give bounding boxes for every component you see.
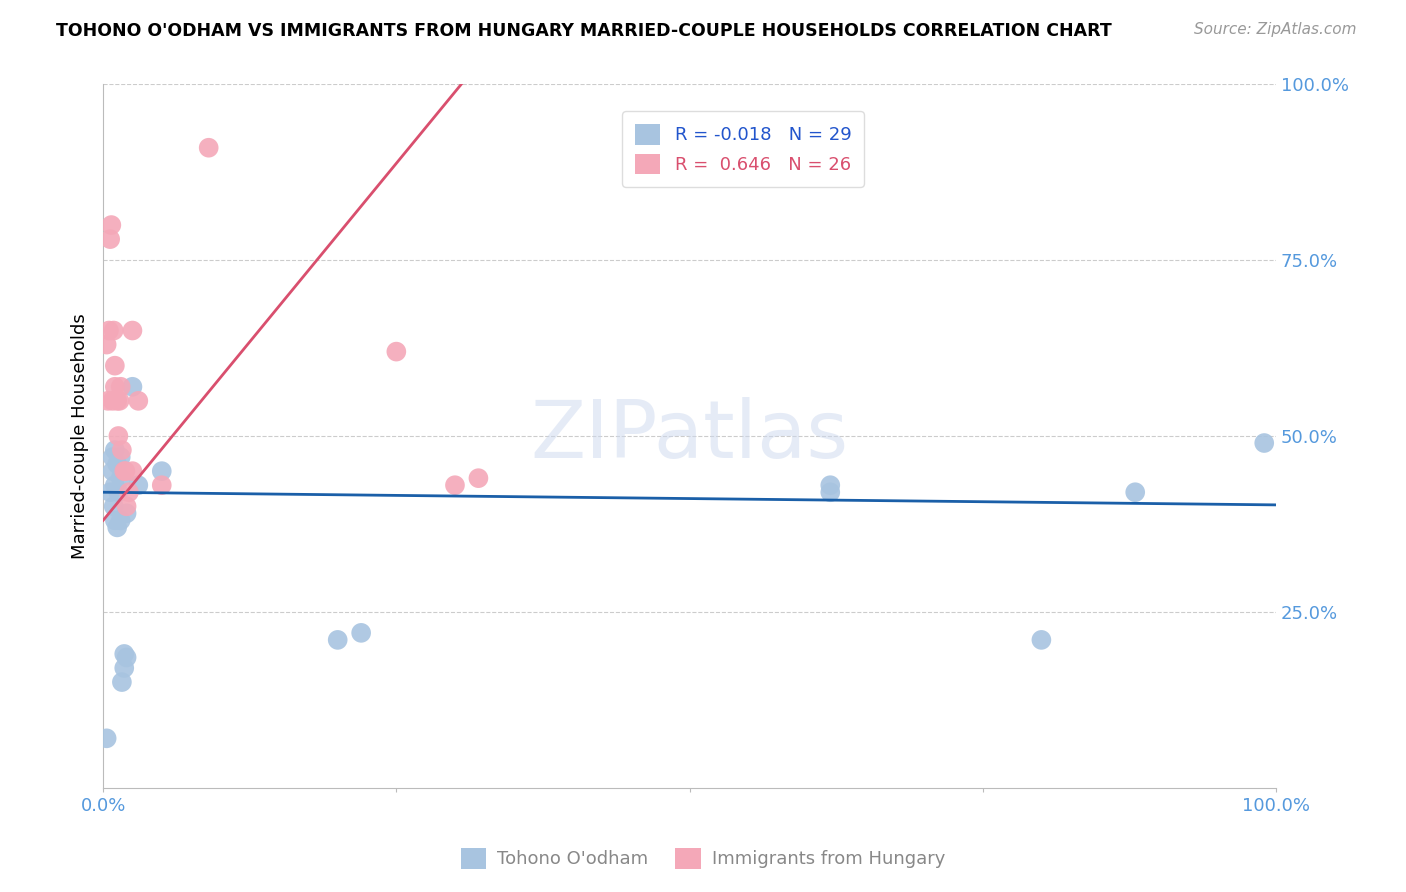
- Point: [115, 650, 138, 665]
- Point: [103, 500, 125, 514]
- Point: [96, 731, 118, 746]
- Point: [385, 344, 408, 359]
- Text: TOHONO O'ODHAM VS IMMIGRANTS FROM HUNGARY MARRIED-COUPLE HOUSEHOLDS CORRELATION : TOHONO O'ODHAM VS IMMIGRANTS FROM HUNGAR…: [56, 22, 1112, 40]
- Point: [110, 380, 132, 394]
- Point: [820, 485, 842, 500]
- Point: [108, 393, 131, 408]
- Point: [121, 324, 143, 338]
- Point: [101, 464, 124, 478]
- Point: [103, 324, 125, 338]
- Point: [121, 380, 143, 394]
- Point: [820, 478, 842, 492]
- Point: [104, 513, 127, 527]
- Point: [96, 337, 118, 351]
- Point: [121, 464, 143, 478]
- Point: [115, 506, 138, 520]
- Point: [105, 393, 128, 408]
- Point: [111, 443, 134, 458]
- Point: [100, 218, 122, 232]
- Point: [104, 478, 127, 492]
- Point: [107, 485, 129, 500]
- Text: ZIPatlas: ZIPatlas: [530, 397, 849, 475]
- Point: [112, 661, 135, 675]
- Point: [1031, 632, 1053, 647]
- Point: [444, 478, 467, 492]
- Point: [197, 141, 219, 155]
- Legend: R = -0.018   N = 29, R =  0.646   N = 26: R = -0.018 N = 29, R = 0.646 N = 26: [623, 111, 865, 187]
- Point: [105, 457, 128, 471]
- Point: [104, 380, 127, 394]
- Point: [101, 393, 124, 408]
- Point: [111, 675, 134, 690]
- Point: [101, 450, 124, 464]
- Point: [110, 450, 132, 464]
- Point: [98, 485, 121, 500]
- Point: [150, 478, 173, 492]
- Point: [112, 647, 135, 661]
- Point: [104, 359, 127, 373]
- Legend: Tohono O'odham, Immigrants from Hungary: Tohono O'odham, Immigrants from Hungary: [454, 840, 952, 876]
- Point: [1253, 436, 1275, 450]
- Y-axis label: Married-couple Households: Married-couple Households: [72, 313, 89, 559]
- Point: [107, 429, 129, 443]
- Point: [110, 471, 132, 485]
- Point: [98, 324, 121, 338]
- Point: [326, 632, 349, 647]
- Point: [350, 625, 373, 640]
- Point: [150, 464, 173, 478]
- Point: [105, 520, 128, 534]
- Point: [98, 232, 121, 246]
- Text: Source: ZipAtlas.com: Source: ZipAtlas.com: [1194, 22, 1357, 37]
- Point: [467, 471, 489, 485]
- Point: [104, 443, 127, 458]
- Point: [118, 485, 141, 500]
- Point: [110, 513, 132, 527]
- Point: [127, 393, 149, 408]
- Point: [97, 393, 120, 408]
- Point: [115, 500, 138, 514]
- Point: [112, 464, 135, 478]
- Point: [127, 478, 149, 492]
- Point: [114, 464, 136, 478]
- Point: [1123, 485, 1146, 500]
